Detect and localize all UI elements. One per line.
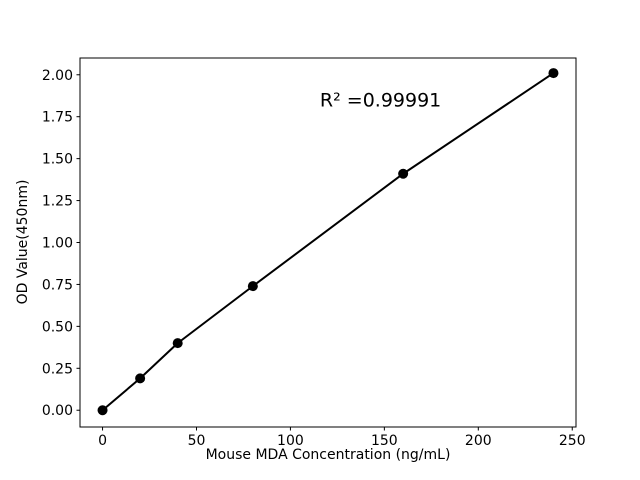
y-tick-label: 0.25 xyxy=(42,361,73,377)
data-point xyxy=(135,373,146,384)
y-tick-label: 1.00 xyxy=(42,236,73,252)
y-tick-label: 0.50 xyxy=(42,319,73,335)
y-tick-label: 0.75 xyxy=(42,277,73,293)
x-tick-label: 150 xyxy=(371,433,398,449)
y-axis-label: OD Value(450nm) xyxy=(15,180,31,305)
data-point xyxy=(247,281,258,292)
y-tick-label: 1.50 xyxy=(42,152,73,168)
plot-border xyxy=(79,57,577,428)
y-tick-label: 1.25 xyxy=(42,194,73,210)
plot-area: 0 50 100 150 200 250 0.00 0.25 0.50 0.75 1.00 1.25 1… xyxy=(42,57,586,449)
standard-curve-line xyxy=(101,72,555,411)
y-tick-label: 0.00 xyxy=(42,403,73,419)
r-squared-annotation: R² =0.99991 xyxy=(320,90,441,112)
x-tick-label: 250 xyxy=(559,433,586,449)
data-point xyxy=(548,68,559,79)
y-tick-label: 2.00 xyxy=(42,68,73,84)
y-tick-label: 1.75 xyxy=(42,110,73,126)
x-axis-label: Mouse MDA Concentration (ng/mL) xyxy=(206,447,451,463)
data-point xyxy=(398,168,409,179)
x-tick-label: 50 xyxy=(188,433,206,449)
x-tick-label: 200 xyxy=(465,433,492,449)
x-tick-label: 100 xyxy=(277,433,304,449)
data-point xyxy=(97,405,108,416)
data-point xyxy=(172,338,183,349)
x-tick-label: 0 xyxy=(98,433,107,449)
